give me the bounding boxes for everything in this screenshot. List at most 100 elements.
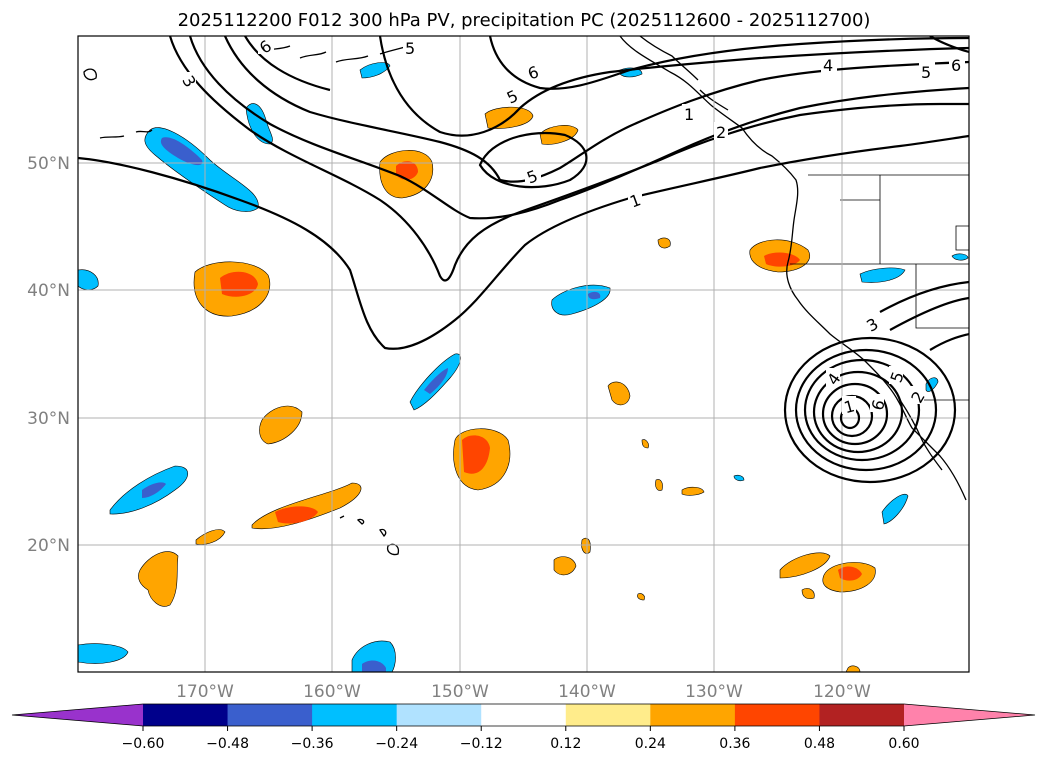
pv-low-ring xyxy=(803,358,921,462)
contour-label: 1 xyxy=(684,105,694,124)
pv-contour-9 xyxy=(929,36,969,54)
colorbar-segment xyxy=(734,704,820,726)
contour-label-bg xyxy=(714,122,728,140)
west-aleutians xyxy=(99,129,153,139)
lon-tick-labels: 170°W 160°W 150°W 140°W 130°W 120°W xyxy=(176,682,871,702)
contour-label-bg xyxy=(526,62,542,80)
colorbar-segment xyxy=(565,704,651,726)
small-island xyxy=(83,68,97,81)
state-border xyxy=(915,264,969,329)
contour-label-bg xyxy=(910,386,924,404)
colorbar-tick-label: 0.60 xyxy=(888,736,919,752)
precip-patch xyxy=(951,253,969,261)
contour-label-bg xyxy=(870,394,884,412)
pv-trough-contour xyxy=(889,296,969,331)
contour-label: 5 xyxy=(921,63,931,82)
contour-label-bg xyxy=(889,366,903,384)
precip-patch xyxy=(142,482,166,498)
colorbar-segment xyxy=(227,704,313,726)
colorbar-segment xyxy=(819,704,905,726)
precip-patch xyxy=(160,137,203,166)
hawaii-islands xyxy=(339,515,400,556)
precip-patch xyxy=(359,62,391,79)
pv-low-ring xyxy=(812,370,904,454)
alaska-panhandle xyxy=(639,36,729,111)
contour-label: 6 xyxy=(951,56,961,75)
precip-patch xyxy=(925,377,939,392)
pv-trough-contour xyxy=(879,280,969,313)
contour-label: 2 xyxy=(716,123,726,142)
lon-tick-label: 120°W xyxy=(813,682,871,702)
pv-contour-3 xyxy=(188,36,969,220)
precip-patch xyxy=(779,552,831,579)
colorbar-tick-label: 0.12 xyxy=(550,736,581,752)
chart-title: 2025112200 F012 300 hPa PV, precipitatio… xyxy=(178,10,871,31)
coastlines xyxy=(83,36,967,556)
colorbar-segment xyxy=(396,704,482,726)
contour-label-bg xyxy=(865,314,879,332)
lon-tick-label: 130°W xyxy=(685,682,743,702)
gridlines xyxy=(78,36,969,672)
contour-label-bg xyxy=(182,72,196,90)
precip-patch xyxy=(607,381,631,406)
contour-label-bg xyxy=(919,62,935,80)
pv-low-ring xyxy=(821,382,889,446)
negative-precip-patches xyxy=(78,62,969,672)
precip-patch xyxy=(396,161,418,180)
precip-patch xyxy=(838,566,862,581)
precip-patch xyxy=(362,660,386,672)
state-border xyxy=(955,225,969,251)
map-frame xyxy=(77,35,970,673)
precip-patch xyxy=(462,435,490,474)
contour-label-bg xyxy=(505,86,521,104)
precip-patch xyxy=(275,506,318,524)
contour-label-bg xyxy=(525,166,541,184)
contour-label-bg xyxy=(821,56,837,74)
colorbar-tick-label: −0.36 xyxy=(291,736,334,752)
pv-low-ring xyxy=(783,336,957,484)
precip-patch xyxy=(637,593,645,601)
colorbar-segment xyxy=(650,704,736,726)
precip-patch xyxy=(581,537,591,554)
colorbar-tick-label: −0.24 xyxy=(375,736,418,752)
pv-contour-7 xyxy=(478,131,588,189)
precip-patch xyxy=(195,529,226,545)
colorbar: −0.60 −0.48 −0.36 −0.24 −0.12 0.12 0.24 0.36 0.4… xyxy=(11,703,1036,752)
pv-contours xyxy=(78,36,969,484)
positive-precip-patches xyxy=(138,106,876,672)
contour-label-bg xyxy=(403,38,417,56)
baja-coast xyxy=(899,399,943,471)
contour-label: 5 xyxy=(405,39,415,58)
pv-contour-5 xyxy=(378,36,969,137)
lon-tick-label: 170°W xyxy=(176,682,234,702)
precip-patch xyxy=(259,405,303,445)
lon-tick-label: 140°W xyxy=(558,682,616,702)
contour-label-bg xyxy=(258,36,274,54)
colorbar-tick-label: 0.36 xyxy=(719,736,750,752)
colorbar-tick-label: 0.48 xyxy=(804,736,835,752)
precip-patch xyxy=(220,271,258,297)
pv-trough-contour xyxy=(929,332,969,351)
contour-label: 1 xyxy=(842,396,857,417)
precip-patch xyxy=(733,474,745,482)
precip-patch xyxy=(78,269,99,291)
pv-contour-6 xyxy=(488,36,969,90)
contour-label: 4 xyxy=(823,56,833,75)
colorbar-tick-label: −0.48 xyxy=(206,736,249,752)
colorbar-tick-label: 0.24 xyxy=(635,736,666,752)
lat-tick-label: 30°N xyxy=(27,409,70,429)
colorbar-segment xyxy=(143,704,229,726)
contour-label: 6 xyxy=(868,398,889,413)
lon-tick-label: 160°W xyxy=(303,682,361,702)
north-america-coast xyxy=(619,36,967,501)
contour-label-bg xyxy=(826,368,840,386)
precip-patch xyxy=(641,439,649,449)
pv-contour-1 xyxy=(78,134,969,350)
precip-patch xyxy=(764,252,800,267)
contour-label-bg xyxy=(682,104,696,122)
precip-patch xyxy=(138,551,179,607)
colorbar-segment xyxy=(312,704,398,726)
precip-patch xyxy=(424,368,448,394)
contour-label-bg xyxy=(628,190,642,208)
contour-labels: 6 3 5 6 5 5 4 5 6 1 1 2 3 4 xyxy=(178,36,965,417)
